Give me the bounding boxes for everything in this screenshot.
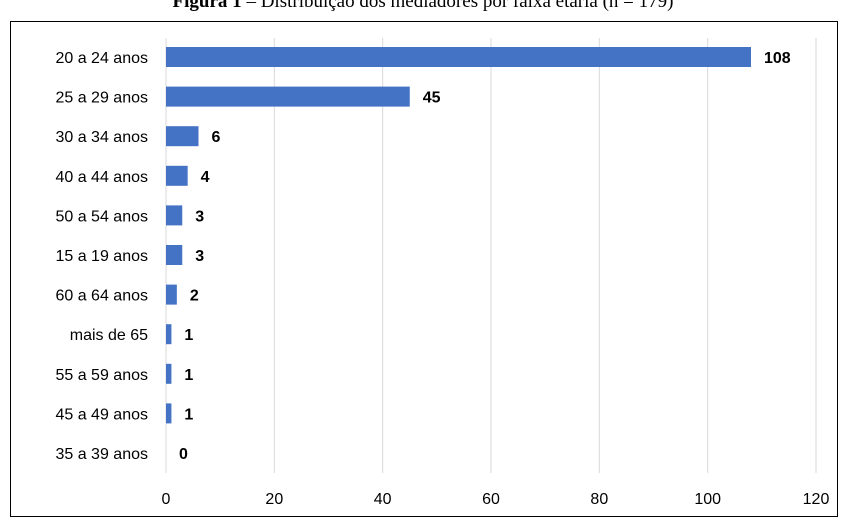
figure-caption-label: Figura 1 <box>172 0 242 12</box>
category-label: 50 a 54 anos <box>55 208 148 225</box>
x-tick-label: 60 <box>482 491 500 508</box>
chart-frame <box>10 21 838 517</box>
data-label: 2 <box>190 288 199 305</box>
category-label: 60 a 64 anos <box>55 288 148 305</box>
data-label: 6 <box>212 129 221 146</box>
category-label: 55 a 59 anos <box>55 367 148 384</box>
figure-caption-text: – Distribuição dos mediadores por faixa … <box>241 0 674 12</box>
data-label: 3 <box>195 248 204 265</box>
bar <box>166 245 183 265</box>
bar <box>166 324 172 345</box>
data-label: 1 <box>184 327 193 344</box>
category-label: 40 a 44 anos <box>55 169 148 186</box>
category-label: 25 a 29 anos <box>55 90 148 107</box>
x-tick-label: 100 <box>694 491 721 508</box>
category-label: 45 a 49 anos <box>55 406 148 423</box>
x-tick-label: 20 <box>265 491 283 508</box>
bar <box>166 205 183 226</box>
data-label: 4 <box>201 169 210 186</box>
bar <box>166 284 177 305</box>
x-tick-label: 40 <box>374 491 392 508</box>
data-label: 1 <box>184 406 193 423</box>
category-label: 35 a 39 anos <box>55 446 148 463</box>
x-tick-label: 120 <box>803 491 830 508</box>
data-label: 0 <box>179 446 188 463</box>
bar <box>166 126 199 147</box>
bar <box>166 86 410 107</box>
category-label: 20 a 24 anos <box>55 50 148 67</box>
data-label: 3 <box>195 208 204 225</box>
data-label: 108 <box>764 50 791 67</box>
bar <box>166 363 172 384</box>
category-label: 30 a 34 anos <box>55 129 148 146</box>
bar <box>166 165 188 186</box>
category-label: mais de 65 <box>70 327 148 344</box>
bar <box>166 403 172 424</box>
category-label: 15 a 19 anos <box>55 248 148 265</box>
bar <box>166 47 751 67</box>
figure-caption: Figura 1 – Distribuição dos mediadores p… <box>0 0 846 13</box>
data-label: 1 <box>184 367 193 384</box>
x-tick-label: 80 <box>590 491 608 508</box>
x-tick-label: 0 <box>162 491 171 508</box>
data-label: 45 <box>423 90 441 107</box>
